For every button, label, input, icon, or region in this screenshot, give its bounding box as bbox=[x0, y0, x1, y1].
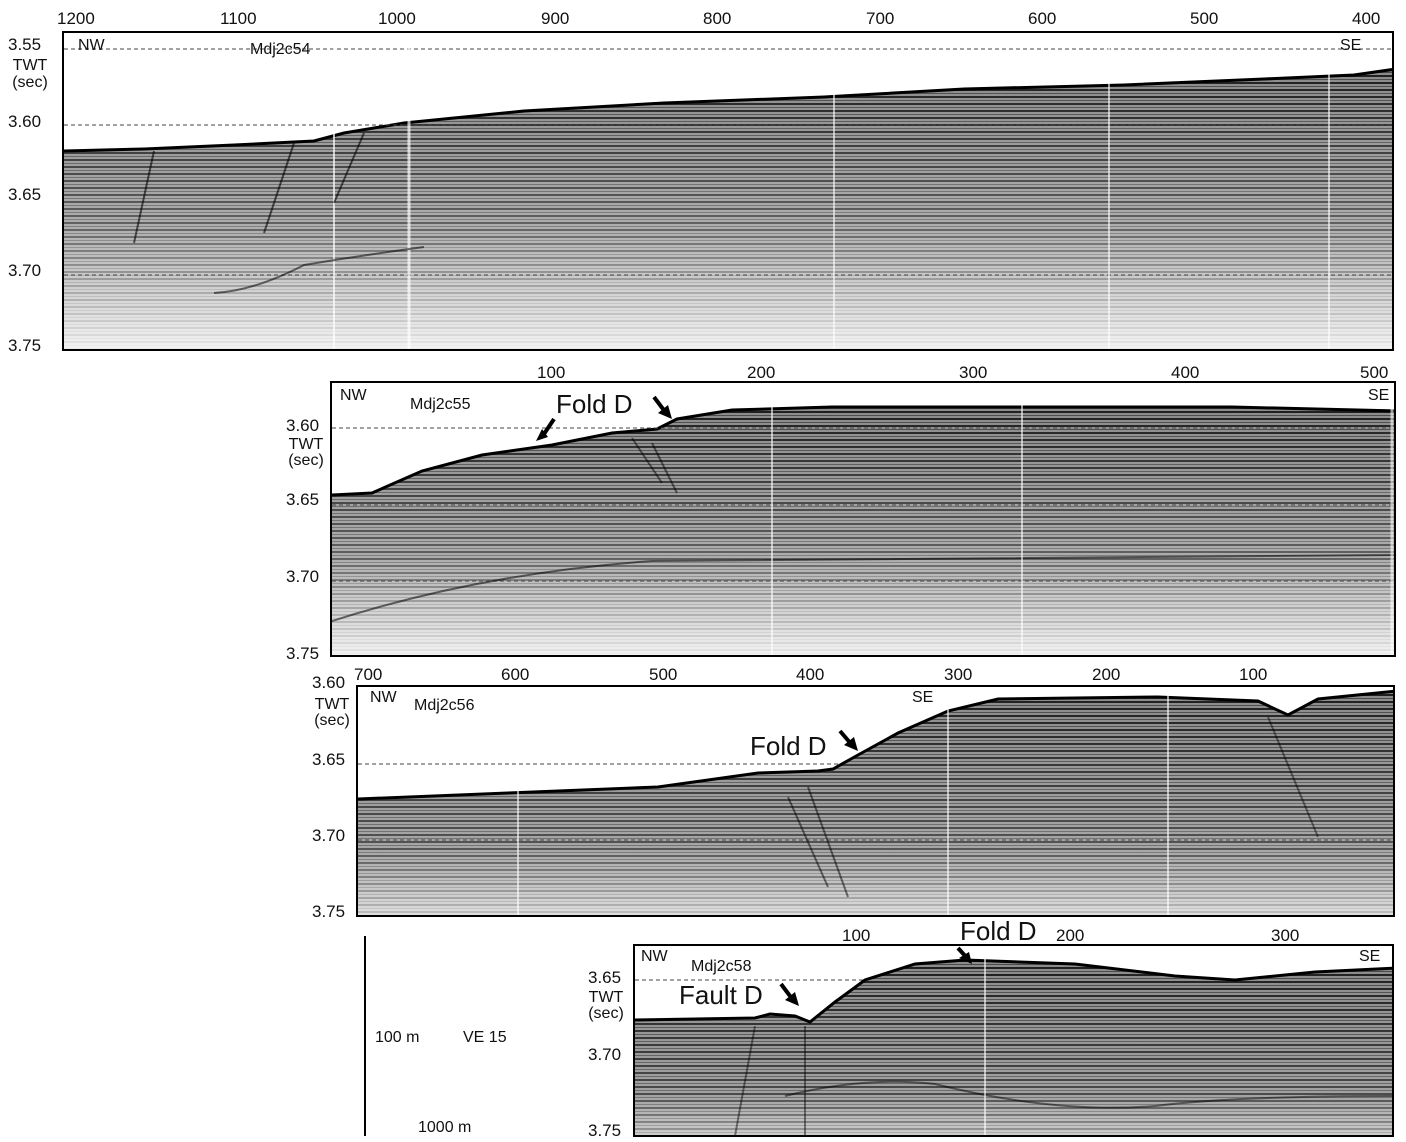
x-tick: 200 bbox=[747, 363, 775, 383]
x-tick: 1100 bbox=[220, 9, 257, 29]
y-tick: 3.75 bbox=[588, 1121, 621, 1141]
y-tick: 3.75 bbox=[312, 902, 345, 922]
y-tick: 3.70 bbox=[588, 1045, 621, 1065]
line-id: Mdj2c58 bbox=[691, 958, 751, 976]
y-axis-label-unit: (sec) bbox=[584, 1006, 628, 1022]
seismic-section: NW Mdj2c55 SE Fold D bbox=[330, 381, 1396, 657]
seismic-section: NW Mdj2c58 SE Fault D bbox=[633, 944, 1394, 1137]
x-tick: 700 bbox=[866, 9, 894, 29]
horizontal-scale-label: 1000 m bbox=[418, 1119, 471, 1137]
x-tick: 800 bbox=[703, 9, 731, 29]
y-tick: 3.60 bbox=[286, 416, 319, 436]
x-tick: 400 bbox=[1171, 363, 1199, 383]
x-tick: 500 bbox=[1190, 9, 1218, 29]
x-tick: 200 bbox=[1056, 926, 1084, 946]
y-axis-label: TWT bbox=[10, 58, 50, 74]
nw-label: NW bbox=[641, 948, 668, 966]
se-label: SE bbox=[1359, 948, 1380, 966]
x-tick: 700 bbox=[354, 665, 382, 685]
x-tick: 600 bbox=[1028, 9, 1056, 29]
line-id: Mdj2c55 bbox=[410, 396, 470, 414]
y-axis-label-unit: (sec) bbox=[10, 75, 50, 91]
se-label: SE bbox=[912, 689, 933, 707]
fold-d-label: Fold D bbox=[750, 731, 827, 762]
nw-label: NW bbox=[340, 387, 367, 405]
y-tick: 3.70 bbox=[312, 826, 345, 846]
y-tick: 3.60 bbox=[312, 673, 345, 693]
fold-d-label: Fold D bbox=[960, 916, 1037, 947]
x-tick: 500 bbox=[649, 665, 677, 685]
y-axis-label-unit: (sec) bbox=[310, 713, 354, 729]
y-tick: 3.70 bbox=[286, 567, 319, 587]
line-id: Mdj2c56 bbox=[414, 697, 474, 715]
seismic-section: NW Mdj2c56 SE Fold D bbox=[356, 685, 1395, 917]
x-tick: 400 bbox=[796, 665, 824, 685]
x-tick: 100 bbox=[1239, 665, 1267, 685]
y-tick: 3.65 bbox=[8, 185, 41, 205]
y-tick: 3.65 bbox=[588, 968, 621, 988]
x-tick: 900 bbox=[541, 9, 569, 29]
nw-label: NW bbox=[370, 689, 397, 707]
y-tick: 3.75 bbox=[8, 336, 41, 356]
x-tick: 300 bbox=[1271, 926, 1299, 946]
x-tick: 600 bbox=[501, 665, 529, 685]
nw-label: NW bbox=[78, 37, 105, 55]
se-label: SE bbox=[1340, 37, 1361, 55]
line-id: Mdj2c54 bbox=[250, 41, 310, 59]
seismic-image bbox=[332, 383, 1396, 657]
y-tick: 3.65 bbox=[312, 750, 345, 770]
y-axis-label-unit: (sec) bbox=[286, 453, 326, 469]
vertical-exaggeration: VE 15 bbox=[463, 1029, 507, 1047]
seismic-image bbox=[358, 687, 1395, 917]
vertical-scale-line bbox=[364, 936, 366, 1136]
x-tick: 200 bbox=[1092, 665, 1120, 685]
y-tick: 3.55 bbox=[8, 35, 41, 55]
x-tick: 500 bbox=[1360, 363, 1388, 383]
x-tick: 1000 bbox=[378, 9, 416, 29]
y-axis-label: TWT bbox=[286, 437, 326, 453]
se-label: SE bbox=[1368, 387, 1389, 405]
y-tick: 3.65 bbox=[286, 490, 319, 510]
y-tick: 3.75 bbox=[286, 644, 319, 664]
x-tick: 100 bbox=[842, 926, 870, 946]
fault-d-label: Fault D bbox=[679, 980, 763, 1011]
x-tick: 1200 bbox=[57, 9, 95, 29]
seismic-section: NW Mdj2c54 SE bbox=[62, 31, 1394, 351]
y-axis-label: TWT bbox=[310, 697, 354, 713]
y-tick: 3.70 bbox=[8, 261, 41, 281]
fold-d-label: Fold D bbox=[556, 389, 633, 420]
seismic-image bbox=[64, 33, 1394, 351]
x-tick: 300 bbox=[944, 665, 972, 685]
x-tick: 400 bbox=[1352, 9, 1380, 29]
y-tick: 3.60 bbox=[8, 112, 41, 132]
y-axis-label: TWT bbox=[584, 990, 628, 1006]
x-tick: 100 bbox=[537, 363, 565, 383]
vertical-scale-label: 100 m bbox=[375, 1029, 419, 1047]
x-tick: 300 bbox=[959, 363, 987, 383]
